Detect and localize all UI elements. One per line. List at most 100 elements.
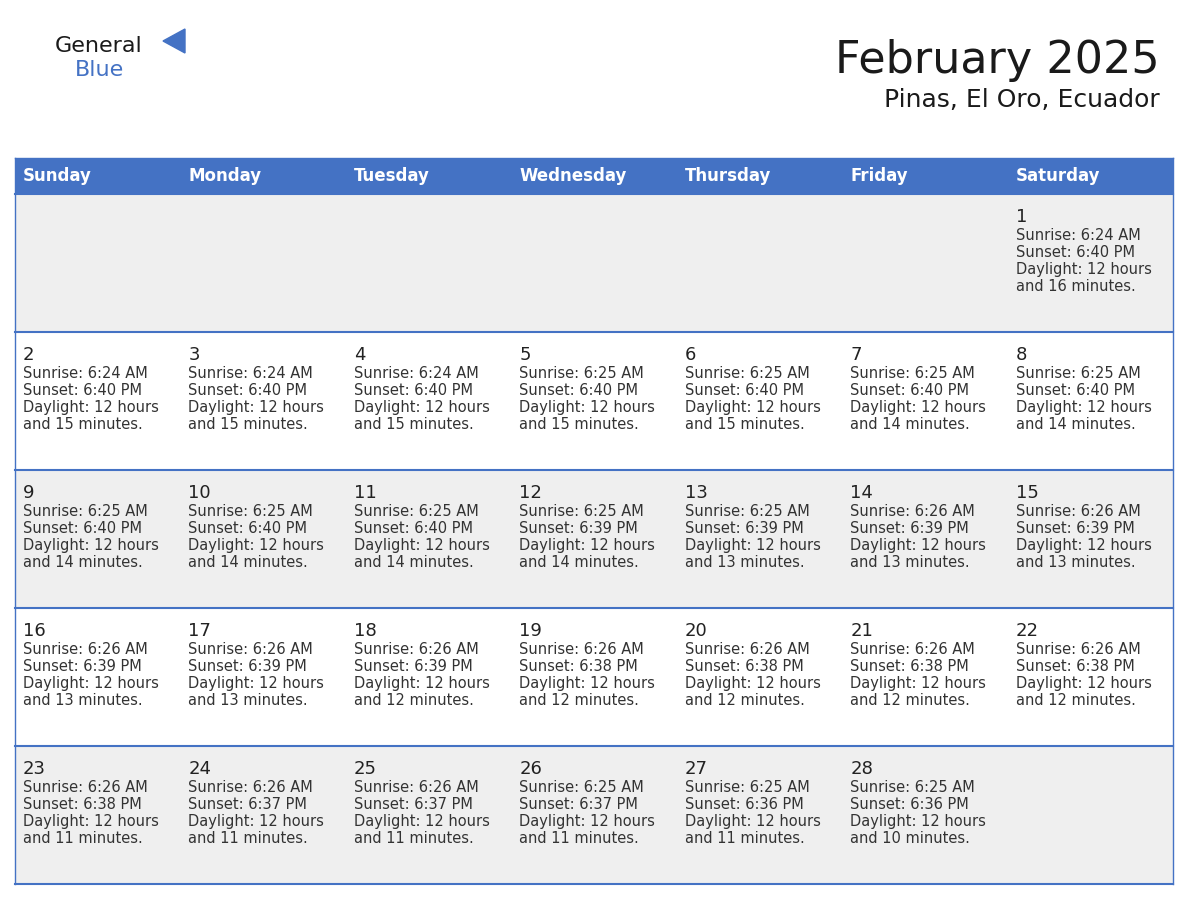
- Text: Daylight: 12 hours: Daylight: 12 hours: [1016, 676, 1151, 691]
- Text: 9: 9: [23, 484, 34, 502]
- Text: Sunset: 6:37 PM: Sunset: 6:37 PM: [519, 797, 638, 812]
- Text: Sunset: 6:40 PM: Sunset: 6:40 PM: [23, 383, 143, 398]
- Text: Sunrise: 6:26 AM: Sunrise: 6:26 AM: [851, 504, 975, 519]
- Text: 7: 7: [851, 346, 861, 364]
- Text: 8: 8: [1016, 346, 1026, 364]
- Text: and 12 minutes.: and 12 minutes.: [354, 693, 474, 708]
- Text: 16: 16: [23, 622, 46, 640]
- Text: Daylight: 12 hours: Daylight: 12 hours: [23, 814, 159, 829]
- Text: Sunrise: 6:25 AM: Sunrise: 6:25 AM: [851, 780, 975, 795]
- Text: Daylight: 12 hours: Daylight: 12 hours: [23, 400, 159, 415]
- Text: and 16 minutes.: and 16 minutes.: [1016, 279, 1136, 294]
- Text: Daylight: 12 hours: Daylight: 12 hours: [23, 676, 159, 691]
- Text: Sunset: 6:40 PM: Sunset: 6:40 PM: [851, 383, 969, 398]
- Text: and 14 minutes.: and 14 minutes.: [23, 555, 143, 570]
- Text: 21: 21: [851, 622, 873, 640]
- Text: 13: 13: [684, 484, 708, 502]
- Text: Daylight: 12 hours: Daylight: 12 hours: [1016, 400, 1151, 415]
- Text: Daylight: 12 hours: Daylight: 12 hours: [189, 676, 324, 691]
- Text: Sunset: 6:40 PM: Sunset: 6:40 PM: [189, 521, 308, 536]
- Text: and 14 minutes.: and 14 minutes.: [851, 417, 969, 432]
- Text: 2: 2: [23, 346, 34, 364]
- Text: and 15 minutes.: and 15 minutes.: [519, 417, 639, 432]
- Bar: [15, 332, 1173, 470]
- Text: Sunrise: 6:25 AM: Sunrise: 6:25 AM: [684, 780, 809, 795]
- Text: and 11 minutes.: and 11 minutes.: [354, 831, 474, 846]
- Text: 23: 23: [23, 760, 46, 778]
- Text: and 14 minutes.: and 14 minutes.: [189, 555, 308, 570]
- Bar: [15, 746, 1173, 884]
- Text: Thursday: Thursday: [684, 167, 771, 185]
- Text: 3: 3: [189, 346, 200, 364]
- Text: Sunset: 6:39 PM: Sunset: 6:39 PM: [851, 521, 969, 536]
- Text: Daylight: 12 hours: Daylight: 12 hours: [519, 814, 655, 829]
- Text: Friday: Friday: [851, 167, 908, 185]
- Text: Sunrise: 6:25 AM: Sunrise: 6:25 AM: [684, 366, 809, 381]
- Text: Sunset: 6:40 PM: Sunset: 6:40 PM: [1016, 383, 1135, 398]
- Text: Sunset: 6:39 PM: Sunset: 6:39 PM: [23, 659, 141, 674]
- Text: Sunday: Sunday: [23, 167, 91, 185]
- Text: 17: 17: [189, 622, 211, 640]
- Text: and 11 minutes.: and 11 minutes.: [519, 831, 639, 846]
- Text: Daylight: 12 hours: Daylight: 12 hours: [851, 814, 986, 829]
- Text: Sunrise: 6:26 AM: Sunrise: 6:26 AM: [354, 780, 479, 795]
- Text: Daylight: 12 hours: Daylight: 12 hours: [354, 676, 489, 691]
- Text: and 13 minutes.: and 13 minutes.: [684, 555, 804, 570]
- Text: Daylight: 12 hours: Daylight: 12 hours: [354, 814, 489, 829]
- Text: 24: 24: [189, 760, 211, 778]
- Text: Sunrise: 6:25 AM: Sunrise: 6:25 AM: [23, 504, 147, 519]
- Text: and 11 minutes.: and 11 minutes.: [23, 831, 143, 846]
- Text: Daylight: 12 hours: Daylight: 12 hours: [519, 400, 655, 415]
- Text: and 15 minutes.: and 15 minutes.: [684, 417, 804, 432]
- Text: 5: 5: [519, 346, 531, 364]
- Text: and 14 minutes.: and 14 minutes.: [519, 555, 639, 570]
- Text: Sunset: 6:38 PM: Sunset: 6:38 PM: [519, 659, 638, 674]
- Text: Sunrise: 6:25 AM: Sunrise: 6:25 AM: [354, 504, 479, 519]
- Text: Sunset: 6:39 PM: Sunset: 6:39 PM: [519, 521, 638, 536]
- Text: Sunset: 6:40 PM: Sunset: 6:40 PM: [189, 383, 308, 398]
- Text: Daylight: 12 hours: Daylight: 12 hours: [354, 400, 489, 415]
- Text: Daylight: 12 hours: Daylight: 12 hours: [684, 538, 821, 553]
- Text: Wednesday: Wednesday: [519, 167, 626, 185]
- Text: 10: 10: [189, 484, 211, 502]
- Text: 20: 20: [684, 622, 708, 640]
- Text: Sunset: 6:37 PM: Sunset: 6:37 PM: [354, 797, 473, 812]
- Text: and 12 minutes.: and 12 minutes.: [519, 693, 639, 708]
- Text: and 11 minutes.: and 11 minutes.: [189, 831, 308, 846]
- Text: and 13 minutes.: and 13 minutes.: [1016, 555, 1136, 570]
- Text: 4: 4: [354, 346, 366, 364]
- Bar: [15, 194, 1173, 332]
- Text: 19: 19: [519, 622, 542, 640]
- Text: 11: 11: [354, 484, 377, 502]
- Text: General: General: [55, 36, 143, 56]
- Text: Daylight: 12 hours: Daylight: 12 hours: [684, 814, 821, 829]
- Text: Daylight: 12 hours: Daylight: 12 hours: [851, 400, 986, 415]
- Text: Sunset: 6:39 PM: Sunset: 6:39 PM: [1016, 521, 1135, 536]
- Text: and 15 minutes.: and 15 minutes.: [23, 417, 143, 432]
- Text: and 11 minutes.: and 11 minutes.: [684, 831, 804, 846]
- Text: 1: 1: [1016, 208, 1026, 226]
- Text: Daylight: 12 hours: Daylight: 12 hours: [189, 538, 324, 553]
- Bar: [15, 608, 1173, 746]
- Text: Sunrise: 6:26 AM: Sunrise: 6:26 AM: [1016, 504, 1140, 519]
- Text: 12: 12: [519, 484, 542, 502]
- Text: Daylight: 12 hours: Daylight: 12 hours: [684, 400, 821, 415]
- Text: Daylight: 12 hours: Daylight: 12 hours: [684, 676, 821, 691]
- Text: Daylight: 12 hours: Daylight: 12 hours: [851, 538, 986, 553]
- Text: Pinas, El Oro, Ecuador: Pinas, El Oro, Ecuador: [884, 88, 1159, 112]
- Text: Sunrise: 6:25 AM: Sunrise: 6:25 AM: [519, 504, 644, 519]
- Text: Sunset: 6:40 PM: Sunset: 6:40 PM: [354, 521, 473, 536]
- Text: Sunrise: 6:25 AM: Sunrise: 6:25 AM: [851, 366, 975, 381]
- Text: Sunset: 6:36 PM: Sunset: 6:36 PM: [684, 797, 803, 812]
- Text: Sunrise: 6:24 AM: Sunrise: 6:24 AM: [189, 366, 314, 381]
- Text: Sunrise: 6:26 AM: Sunrise: 6:26 AM: [189, 780, 314, 795]
- Text: Sunrise: 6:26 AM: Sunrise: 6:26 AM: [684, 642, 809, 657]
- Text: 28: 28: [851, 760, 873, 778]
- Text: Daylight: 12 hours: Daylight: 12 hours: [189, 814, 324, 829]
- Text: Monday: Monday: [189, 167, 261, 185]
- Text: Sunset: 6:40 PM: Sunset: 6:40 PM: [354, 383, 473, 398]
- Text: Sunset: 6:38 PM: Sunset: 6:38 PM: [1016, 659, 1135, 674]
- Text: 6: 6: [684, 346, 696, 364]
- Text: Blue: Blue: [75, 60, 125, 80]
- Text: Sunrise: 6:25 AM: Sunrise: 6:25 AM: [189, 504, 314, 519]
